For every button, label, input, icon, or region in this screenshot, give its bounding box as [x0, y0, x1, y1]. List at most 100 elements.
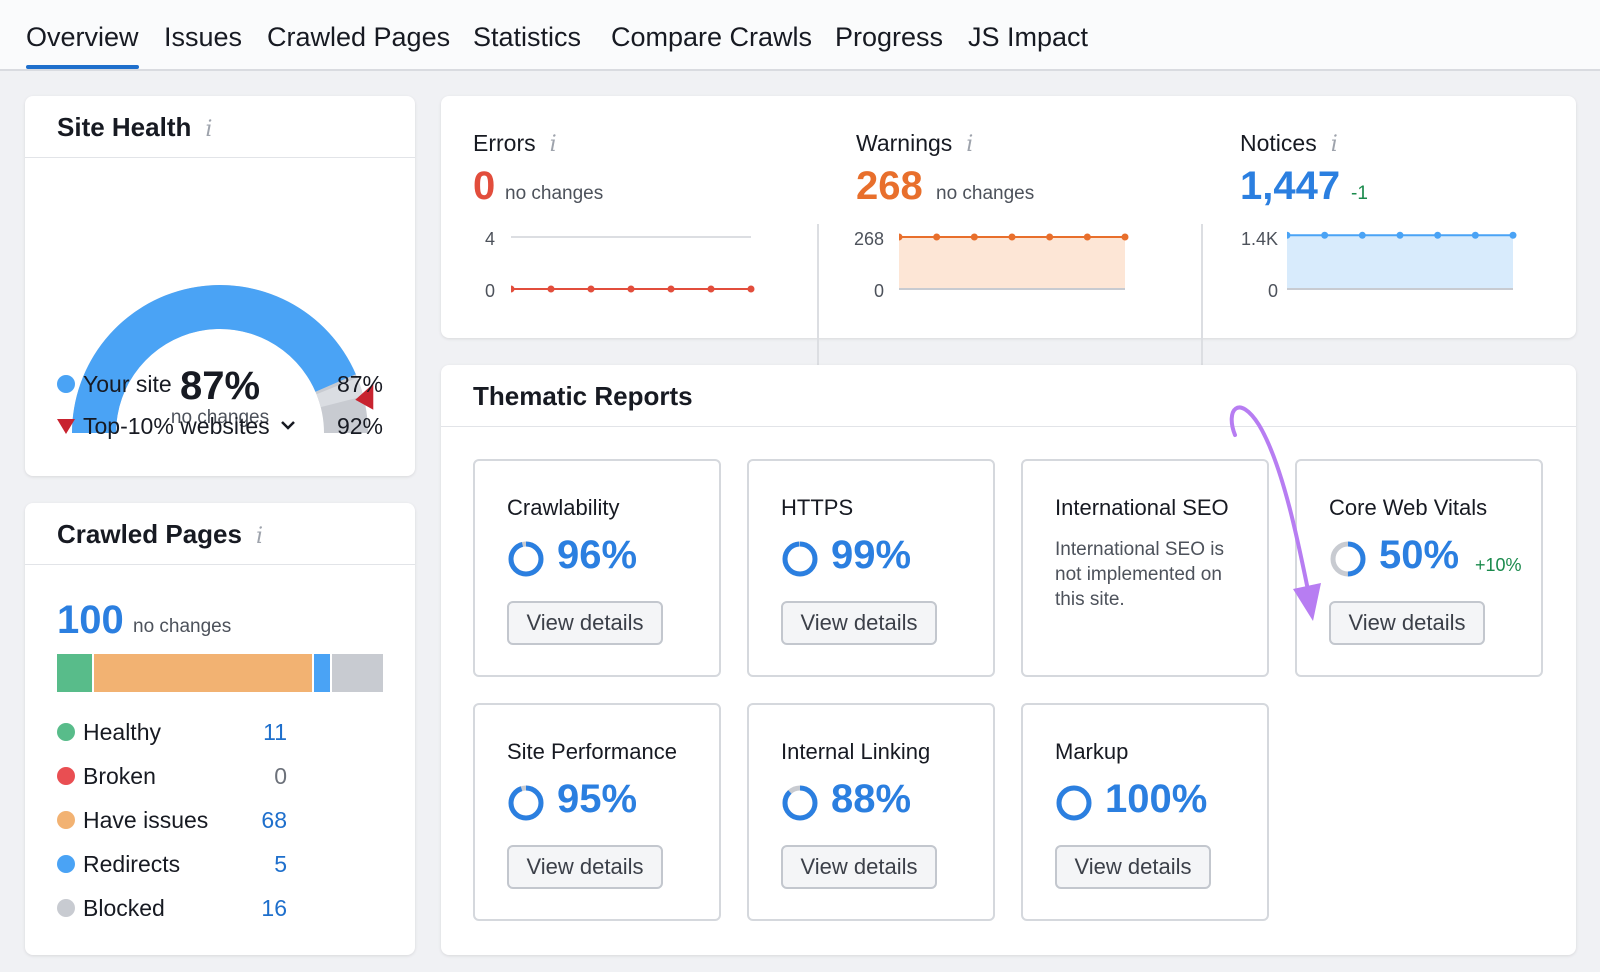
legend-have-issues[interactable]: Have issues 68 [57, 805, 287, 835]
progress-ring-icon [782, 541, 818, 577]
crawled-pages-bar [57, 654, 383, 692]
report-title[interactable]: International SEO [1055, 495, 1229, 520]
tab-js-impact[interactable]: JS Impact [968, 22, 1089, 52]
legend-top10[interactable]: Top-10% websites 92% [57, 411, 383, 441]
view-details-button[interactable]: View details [1055, 845, 1211, 889]
report-score[interactable]: 50% [1379, 533, 1460, 577]
data-point [1396, 231, 1404, 239]
card-header: Site Health i [25, 96, 415, 158]
notices-count[interactable]: 1,447 [1240, 164, 1341, 208]
report-tile-crawlability: Crawlability 96% View details [473, 459, 721, 677]
card-header: Thematic Reports [441, 365, 1576, 427]
data-point [933, 233, 941, 241]
warnings-trend-chart [899, 233, 1129, 290]
notices-change: -1 [1351, 183, 1368, 204]
report-title[interactable]: Core Web Vitals [1329, 495, 1488, 520]
data-point [587, 285, 595, 293]
report-tile-markup: Markup 100% View details [1021, 703, 1269, 921]
site-health-title: Site Health i [57, 112, 213, 142]
report-score[interactable]: 96% [557, 533, 638, 577]
report-tile-https: HTTPS 99% View details [747, 459, 995, 677]
data-point [1008, 233, 1016, 241]
tab-overview[interactable]: Overview [26, 22, 139, 69]
gauge-fill [72, 285, 356, 433]
card-header: Crawled Pages i [25, 503, 415, 565]
bar-segment-redirects[interactable] [313, 654, 330, 692]
view-details-button[interactable]: View details [781, 845, 937, 889]
info-icon[interactable]: i [205, 117, 213, 142]
progress-ring-icon [782, 785, 818, 821]
report-tile-site-performance: Site Performance 95% View details [473, 703, 721, 921]
legend-redirects[interactable]: Redirects 5 [57, 849, 287, 879]
legend-blocked[interactable]: Blocked 16 [57, 893, 287, 923]
data-point [899, 233, 903, 241]
report-title[interactable]: Crawlability [507, 495, 620, 520]
health-status: no changes [170, 407, 270, 428]
have-issues-dot-icon [57, 811, 75, 829]
info-icon[interactable]: i [549, 132, 557, 157]
tick-label: 0 [873, 281, 884, 301]
tab-compare-crawls[interactable]: Compare Crawls [611, 22, 813, 52]
report-tile-core-web-vitals: Core Web Vitals 50% +10% View details [1295, 459, 1543, 677]
thematic-reports-title: Thematic Reports [473, 381, 693, 411]
issues-summary-card: Errors i 0 no changes 4 0 Warnings i 268 n… [441, 96, 1576, 402]
report-title[interactable]: Markup [1055, 739, 1129, 764]
report-delta: +10% [1475, 555, 1522, 575]
legend-healthy[interactable]: Healthy 11 [57, 717, 287, 747]
tab-issues[interactable]: Issues [164, 22, 243, 52]
warnings-count[interactable]: 268 [856, 164, 923, 208]
progress-ring-icon [508, 541, 544, 577]
legend-value: 87% [336, 370, 383, 397]
notices-trend-chart [1287, 231, 1517, 290]
crawled-pages-card: Crawled Pages i 100 no changes Healthy 11 … [25, 503, 415, 955]
errors-trend-chart [511, 236, 755, 293]
data-point [1321, 231, 1329, 239]
report-score[interactable]: 99% [831, 533, 912, 577]
health-percent: 87% [179, 364, 261, 408]
crawled-total[interactable]: 100 [57, 598, 124, 642]
data-point [970, 233, 978, 241]
data-point [707, 285, 715, 293]
bar-segment-healthy[interactable] [57, 654, 93, 692]
tab-statistics[interactable]: Statistics [473, 22, 582, 52]
view-details-button[interactable]: View details [507, 845, 663, 889]
warnings-change: no changes [936, 183, 1035, 204]
data-point [1083, 233, 1091, 241]
data-point [1287, 231, 1291, 239]
chevron-down-icon[interactable] [280, 420, 296, 432]
crawled-status: no changes [133, 616, 232, 637]
tick-label: 0 [1267, 281, 1278, 301]
data-point [1471, 231, 1479, 239]
view-details-button[interactable]: View details [507, 601, 663, 645]
legend-broken[interactable]: Broken 0 [57, 761, 287, 791]
report-title[interactable]: Site Performance [507, 739, 677, 764]
benchmark-marker-icon [355, 383, 374, 410]
legend-value: 92% [336, 412, 383, 439]
report-score[interactable]: 95% [557, 777, 638, 821]
crawled-pages-title[interactable]: Crawled Pages i [57, 519, 264, 549]
broken-dot-icon [57, 767, 75, 785]
tick-label: 268 [853, 229, 884, 249]
report-score[interactable]: 88% [831, 777, 912, 821]
bar-segment-blocked[interactable] [331, 654, 383, 692]
report-title[interactable]: HTTPS [781, 495, 854, 520]
report-score[interactable]: 100% [1105, 777, 1208, 821]
bar-segment-have-issues[interactable] [94, 654, 312, 692]
info-icon[interactable]: i [966, 132, 974, 157]
data-point [1046, 233, 1054, 241]
tab-crawled-pages[interactable]: Crawled Pages [267, 22, 451, 52]
tab-progress[interactable]: Progress [835, 22, 944, 52]
report-title[interactable]: Internal Linking [781, 739, 931, 764]
info-icon[interactable]: i [255, 524, 264, 549]
view-details-button[interactable]: View details [781, 601, 937, 645]
area-fill [1287, 235, 1513, 289]
errors-label: Errors i [473, 130, 557, 157]
report-message: International SEO is not implemented on … [1055, 539, 1224, 610]
info-icon[interactable]: i [1330, 132, 1338, 157]
legend-your-site: Your site 87% [57, 369, 383, 399]
view-details-button[interactable]: View details [1329, 601, 1485, 645]
errors-count[interactable]: 0 [473, 164, 496, 208]
arrow-head-icon [1293, 583, 1321, 621]
report-tile-internal-linking: Internal Linking 88% View details [747, 703, 995, 921]
divider [817, 224, 819, 402]
